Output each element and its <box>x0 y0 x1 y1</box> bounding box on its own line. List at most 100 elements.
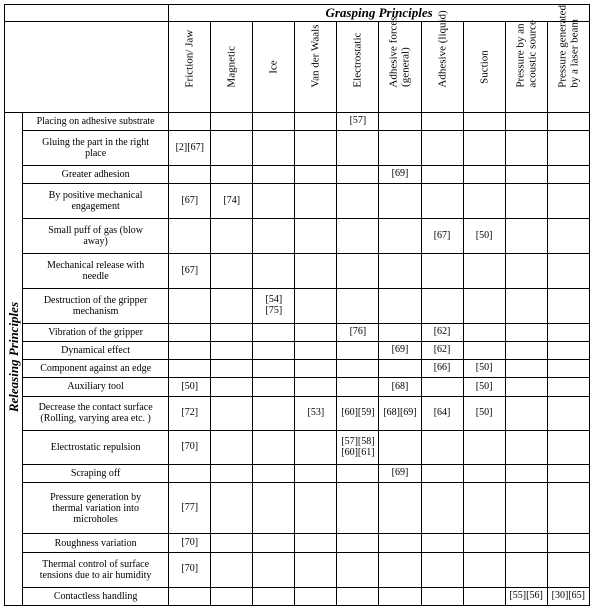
data-cell <box>337 552 379 587</box>
row-header: Placing on adhesive substrate <box>23 113 169 131</box>
data-cell <box>253 341 295 359</box>
data-cell <box>337 288 379 323</box>
data-cell <box>253 360 295 378</box>
data-cell: [53] <box>295 396 337 431</box>
data-cell: [69] <box>379 166 421 184</box>
col-header-adhesive-general: Adhesive forces(general) <box>379 22 421 113</box>
data-cell <box>421 378 463 396</box>
data-cell: [30][65] <box>547 587 589 605</box>
releasing-principles-label: Releasing Principles <box>6 302 22 412</box>
data-cell <box>253 396 295 431</box>
data-cell <box>421 464 463 482</box>
data-cell <box>295 254 337 289</box>
data-cell <box>169 341 211 359</box>
data-cell <box>211 431 253 464</box>
col-header-friction-jaw: Friction/ Jaw <box>169 22 211 113</box>
data-cell <box>295 341 337 359</box>
blank-corner-top <box>5 5 169 22</box>
row-header: Destruction of the grippermechanism <box>23 288 169 323</box>
table-row: Decrease the contact surface(Rolling, va… <box>5 396 590 431</box>
data-cell <box>211 534 253 552</box>
data-cell <box>379 587 421 605</box>
data-cell: [66] <box>421 360 463 378</box>
col-header-label: Electrostatic <box>352 46 364 87</box>
data-cell <box>379 360 421 378</box>
table-body: Releasing Principles Placing on adhesive … <box>5 113 590 606</box>
data-cell <box>169 166 211 184</box>
data-cell <box>379 131 421 166</box>
data-cell <box>211 113 253 131</box>
data-cell <box>547 131 589 166</box>
data-cell <box>463 288 505 323</box>
data-cell <box>463 113 505 131</box>
data-cell: [70] <box>169 534 211 552</box>
data-cell <box>505 323 547 341</box>
data-cell <box>421 587 463 605</box>
data-cell: [74] <box>211 184 253 219</box>
data-cell <box>547 341 589 359</box>
data-cell <box>421 254 463 289</box>
row-header: By positive mechanicalengagement <box>23 184 169 219</box>
data-cell <box>463 166 505 184</box>
data-cell <box>295 131 337 166</box>
data-cell <box>547 360 589 378</box>
row-header: Scraping off <box>23 464 169 482</box>
data-cell <box>211 552 253 587</box>
data-cell <box>253 219 295 254</box>
row-header: Vibration of the gripper <box>23 323 169 341</box>
data-cell <box>505 219 547 254</box>
data-cell <box>295 184 337 219</box>
data-cell <box>253 464 295 482</box>
data-cell <box>379 431 421 464</box>
data-cell <box>379 219 421 254</box>
data-cell: [70] <box>169 552 211 587</box>
data-cell <box>379 184 421 219</box>
data-cell: [69] <box>379 464 421 482</box>
table-row: Greater adhesion[69] <box>5 166 590 184</box>
data-cell <box>379 113 421 131</box>
data-cell <box>211 378 253 396</box>
column-headers-row: Friction/ Jaw Magnetic Ice Van der Waals… <box>5 22 590 113</box>
table-row: Releasing PrinciplesPlacing on adhesive … <box>5 113 590 131</box>
data-cell: [60][59] <box>337 396 379 431</box>
data-cell <box>379 552 421 587</box>
principles-matrix-table: Grasping Principles Friction/ Jaw Magnet… <box>4 4 590 606</box>
row-header: Pressure generation bythermal variation … <box>23 482 169 534</box>
data-cell <box>253 254 295 289</box>
data-cell: [2][67] <box>169 131 211 166</box>
data-cell <box>169 464 211 482</box>
data-cell <box>463 323 505 341</box>
row-header: Gluing the part in the rightplace <box>23 131 169 166</box>
row-header: Dynamical effect <box>23 341 169 359</box>
data-cell <box>169 360 211 378</box>
data-cell <box>211 341 253 359</box>
data-cell <box>337 464 379 482</box>
col-header-electrostatic: Electrostatic <box>337 22 379 113</box>
data-cell <box>253 431 295 464</box>
table-row: Thermal control of surfacetensions due t… <box>5 552 590 587</box>
data-cell <box>505 288 547 323</box>
table-row: Scraping off [69] <box>5 464 590 482</box>
data-cell: [55][56] <box>505 587 547 605</box>
data-cell <box>547 378 589 396</box>
data-cell <box>463 552 505 587</box>
row-header: Contactless handling <box>23 587 169 605</box>
data-cell <box>421 534 463 552</box>
table-row: Roughness variation[70] <box>5 534 590 552</box>
data-cell <box>169 587 211 605</box>
data-cell <box>211 323 253 341</box>
col-header-laser: Pressure generatedby a laser beam <box>547 22 589 113</box>
data-cell <box>379 534 421 552</box>
data-cell <box>169 113 211 131</box>
data-cell <box>337 254 379 289</box>
data-cell <box>421 184 463 219</box>
data-cell <box>547 534 589 552</box>
data-cell: [57] <box>337 113 379 131</box>
data-cell <box>547 184 589 219</box>
row-header: Thermal control of surfacetensions due t… <box>23 552 169 587</box>
data-cell <box>421 113 463 131</box>
data-cell: [50] <box>169 378 211 396</box>
data-cell <box>379 254 421 289</box>
data-cell <box>547 254 589 289</box>
data-cell <box>337 587 379 605</box>
